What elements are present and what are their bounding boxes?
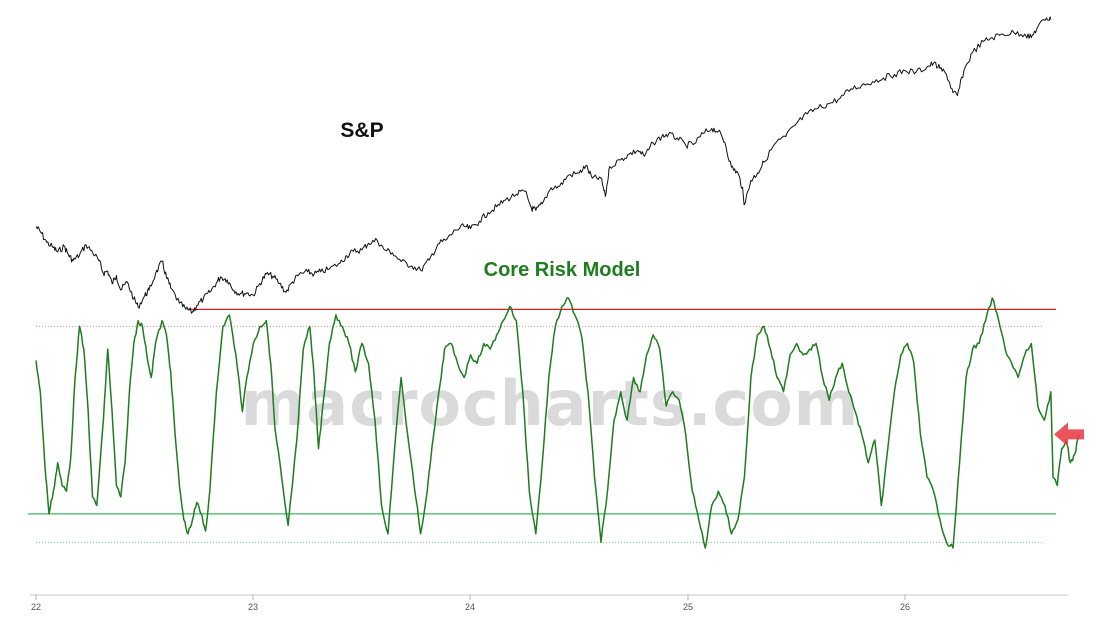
watermark: macrocharts.com	[241, 367, 860, 440]
x-tick-label: 24	[465, 602, 475, 612]
current-reading-arrow	[1054, 422, 1084, 447]
x-tick-label: 22	[31, 602, 41, 612]
x-axis: 22 23 24 25 26	[30, 594, 1068, 612]
arrow-left-icon	[1054, 422, 1084, 447]
crm-line	[35, 297, 1080, 549]
x-tick-label: 25	[683, 602, 693, 612]
x-tick-label: 26	[900, 602, 910, 612]
sp-series-label: S&P	[340, 119, 383, 142]
sp-line	[35, 16, 1052, 314]
crm-series	[35, 297, 1080, 549]
threshold-lines	[28, 308, 1056, 543]
sp-series	[35, 16, 1052, 314]
x-tick-label: 23	[248, 602, 258, 612]
crm-series-label: Core Risk Model	[484, 259, 641, 281]
